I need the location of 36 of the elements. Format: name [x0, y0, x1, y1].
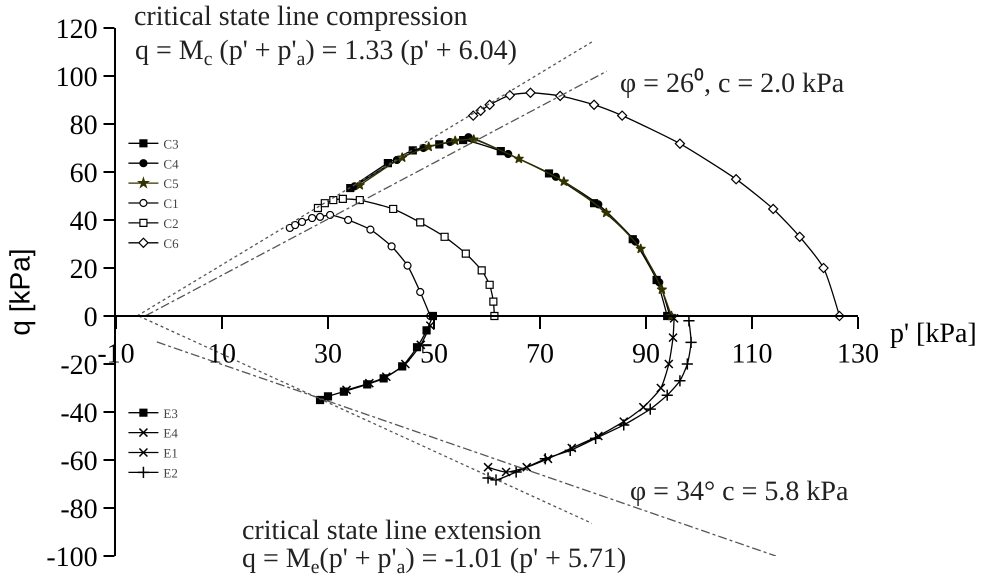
y-tick-label: 0 — [84, 302, 98, 333]
legend-label: C6 — [163, 236, 180, 251]
y-tick-label: 100 — [56, 62, 98, 93]
x-axis-title: p' [kPa] — [890, 318, 977, 349]
y-tick-label: 20 — [70, 254, 98, 285]
legend-label: E4 — [163, 426, 178, 441]
legend-label: E1 — [163, 446, 178, 461]
annotation: critical state line compression — [134, 1, 468, 32]
y-axis-title: q [kPa] — [4, 248, 36, 336]
legend-label: C2 — [163, 216, 179, 231]
y-tick-label: -60 — [60, 446, 98, 477]
legend-label: C1 — [163, 196, 179, 212]
x-tick-label: 70 — [526, 338, 554, 370]
x-tick-label: 130 — [837, 338, 879, 370]
x-tick-label: 90 — [632, 338, 660, 370]
x-tick-label: 30 — [314, 338, 342, 370]
y-tick-label: 40 — [70, 206, 98, 237]
annotation: critical state line extension — [242, 515, 542, 546]
legend-label: C3 — [163, 136, 179, 152]
legend-label: C5 — [163, 176, 179, 192]
y-tick-label: -20 — [60, 350, 98, 381]
legend-label: E2 — [163, 465, 178, 480]
annotation: φ = 26⁰, c = 2.0 kPa — [620, 68, 845, 99]
y-tick-label: 80 — [70, 110, 98, 141]
y-tick-label: -40 — [60, 398, 98, 429]
y-tick-label: 60 — [70, 158, 98, 189]
legend-label: C4 — [163, 156, 180, 172]
y-tick-label: -100 — [46, 542, 98, 573]
x-tick-label: 50 — [420, 338, 448, 370]
y-tick-label: -80 — [60, 494, 98, 525]
legend-label: E3 — [163, 406, 178, 421]
x-tick-label: 110 — [732, 338, 772, 370]
annotation: q = M$_{c}$ (p' + p'$_{a}$) = 1.33 (p' + 6.04) — [135, 35, 517, 70]
annotation: q = M$_{e}$(p' + p'$_{a}$) = -1.01 (p' + 5.71) — [242, 543, 626, 578]
annotation: φ = 34° c = 5.8 kPa — [630, 476, 849, 507]
y-tick-label: 120 — [56, 14, 98, 45]
